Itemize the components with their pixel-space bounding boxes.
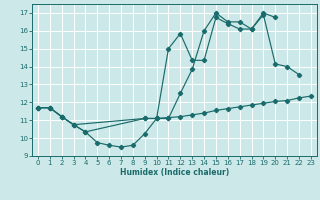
X-axis label: Humidex (Indice chaleur): Humidex (Indice chaleur) xyxy=(120,168,229,177)
